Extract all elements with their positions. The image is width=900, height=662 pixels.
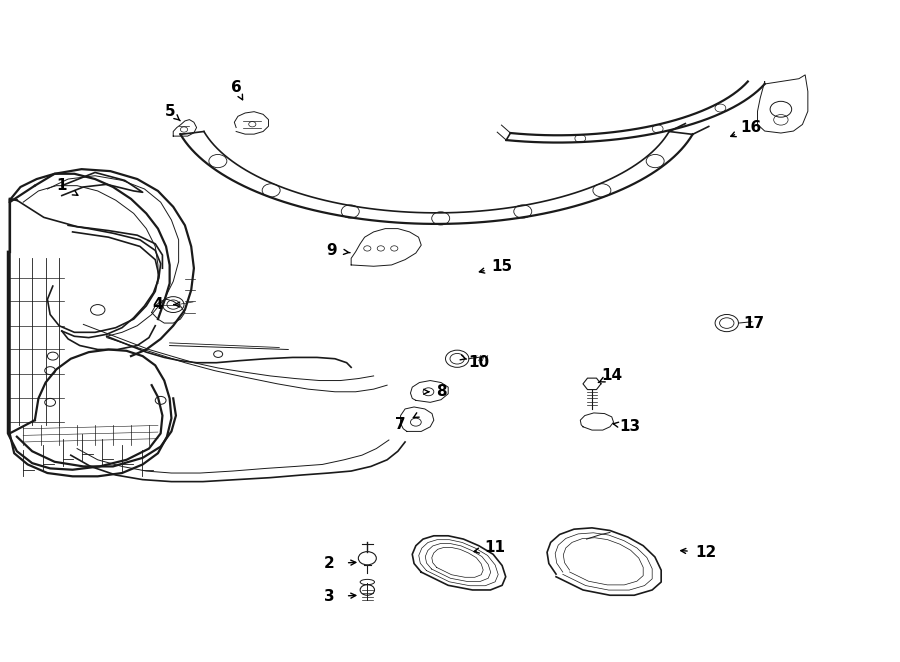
Polygon shape [412,536,506,590]
Polygon shape [758,75,808,133]
Polygon shape [580,413,614,430]
Polygon shape [234,112,268,134]
Text: 17: 17 [743,316,764,330]
Text: 4: 4 [153,297,163,312]
Text: 3: 3 [324,589,335,604]
Text: 8: 8 [436,384,446,399]
Polygon shape [547,528,661,595]
Text: 16: 16 [741,120,761,135]
Text: 14: 14 [601,369,622,383]
Polygon shape [583,378,601,389]
Text: 13: 13 [619,419,640,434]
Text: 1: 1 [57,178,68,193]
Text: 12: 12 [696,545,716,560]
Text: 10: 10 [468,355,490,370]
Text: 15: 15 [491,259,513,274]
Polygon shape [400,407,434,432]
Text: 5: 5 [165,104,175,119]
Text: 11: 11 [484,540,506,555]
Polygon shape [351,228,421,266]
Polygon shape [410,381,448,402]
Text: 9: 9 [326,243,337,258]
Polygon shape [181,132,693,224]
Text: 7: 7 [395,417,406,432]
Text: 2: 2 [324,556,335,571]
Polygon shape [506,81,765,142]
Text: 6: 6 [230,80,241,95]
Polygon shape [173,120,196,136]
